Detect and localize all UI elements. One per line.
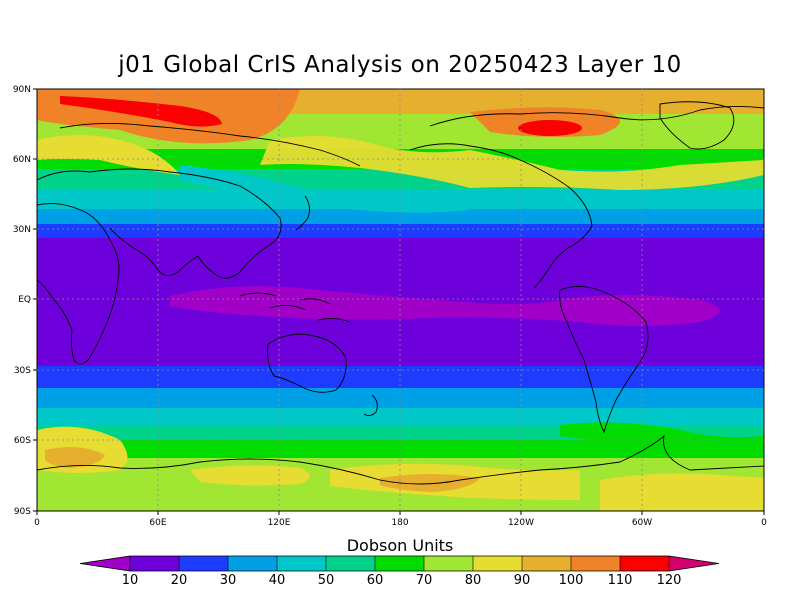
y-label-60n: 60N (13, 155, 31, 165)
band-mid-south-2 (37, 440, 764, 458)
x-label-0-left: 0 (34, 518, 40, 528)
x-label-120e: 120E (268, 518, 291, 528)
x-label-60w: 60W (632, 518, 652, 528)
colorbar-tick-label: 10 (122, 573, 139, 588)
band-sub-north-2 (37, 209, 764, 224)
colorbar-segment (571, 556, 620, 571)
colorbar-segment (130, 556, 179, 571)
north-red-blob-east (518, 120, 582, 136)
coast-north-america-north (429, 105, 764, 127)
colorbar-arrow-high (669, 556, 719, 571)
colorbar-segment (277, 556, 326, 571)
colorbar-segment (179, 556, 228, 571)
band-south-30 (37, 366, 764, 388)
y-label-90s: 90S (14, 507, 31, 517)
colorbar-tick-label: 110 (608, 573, 633, 588)
coast-australia (267, 333, 347, 393)
colorbar-segment (620, 556, 669, 571)
coast-arctic-russia (59, 122, 361, 167)
colorbar-tick-label: 60 (367, 573, 384, 588)
colorbar-tick-label: 100 (559, 573, 584, 588)
colorbar-tick-label: 30 (220, 573, 237, 588)
south-orange-west (45, 446, 105, 468)
x-label-180: 180 (391, 518, 408, 528)
band-sub-south-2 (37, 408, 764, 426)
y-label-90n: 90N (13, 85, 31, 95)
colorbar-tick-label: 70 (416, 573, 433, 588)
grid-lines (37, 89, 764, 511)
coastlines (37, 101, 764, 485)
colorbar-segment (375, 556, 424, 571)
colorbar: 10 20 30 40 50 60 70 80 90 100 110 120 (79, 555, 720, 588)
coast-japan (295, 195, 310, 231)
colorbar-title: Dobson Units (346, 536, 454, 555)
y-label-30n: 30N (13, 225, 31, 235)
colorbar-tick-label: 40 (269, 573, 286, 588)
colorbar-tick-label: 20 (171, 573, 188, 588)
map-title: j01 Global CrIS Analysis on 20250423 Lay… (118, 52, 682, 78)
colorbar-segment (424, 556, 473, 571)
coast-greenland (659, 101, 735, 150)
colorbar-tick-label: 120 (657, 573, 682, 588)
x-label-120w: 120W (508, 518, 534, 528)
colorbar-segment (522, 556, 571, 571)
north-yellow-patches (260, 136, 764, 190)
x-label-60e: 60E (149, 518, 166, 528)
tropical-min (170, 286, 720, 326)
coast-eurasia (37, 168, 282, 279)
coast-antarctica (37, 434, 764, 485)
y-label-eq: EQ (18, 295, 31, 305)
colorbar-segment (228, 556, 277, 571)
north-yellow-west (37, 135, 180, 175)
y-axis-labels: 90N 60N 30N EQ 30S 60S 90S (13, 85, 31, 517)
coast-north-america (409, 143, 593, 289)
coast-africa (37, 203, 120, 365)
coast-maritime (239, 292, 351, 323)
axis-ticks (33, 88, 765, 515)
band-sub-south (37, 388, 764, 408)
colorbar-tick-label: 90 (514, 573, 531, 588)
south-green-east (560, 422, 764, 450)
y-label-30s: 30S (14, 366, 31, 376)
colorbar-tick-label: 80 (465, 573, 482, 588)
colorbar-segment (473, 556, 522, 571)
coast-south-america (559, 286, 649, 434)
x-label-0-right: 0 (761, 518, 767, 528)
south-yellow-patch (190, 465, 310, 486)
colorbar-tick-label: 50 (318, 573, 335, 588)
coast-new-zealand (363, 394, 378, 417)
south-orange-mid (380, 474, 480, 492)
north-red-blob-west (60, 96, 222, 127)
south-yellow-east (600, 473, 764, 511)
y-label-60s: 60S (14, 436, 31, 446)
colorbar-arrow-low (80, 556, 130, 571)
colorbar-segment (326, 556, 375, 571)
band-north-30 (37, 224, 764, 238)
north-green-patch (180, 165, 470, 213)
x-axis-labels: 0 60E 120E 180 120W 60W 0 (34, 518, 767, 528)
ozone-field (37, 89, 764, 511)
